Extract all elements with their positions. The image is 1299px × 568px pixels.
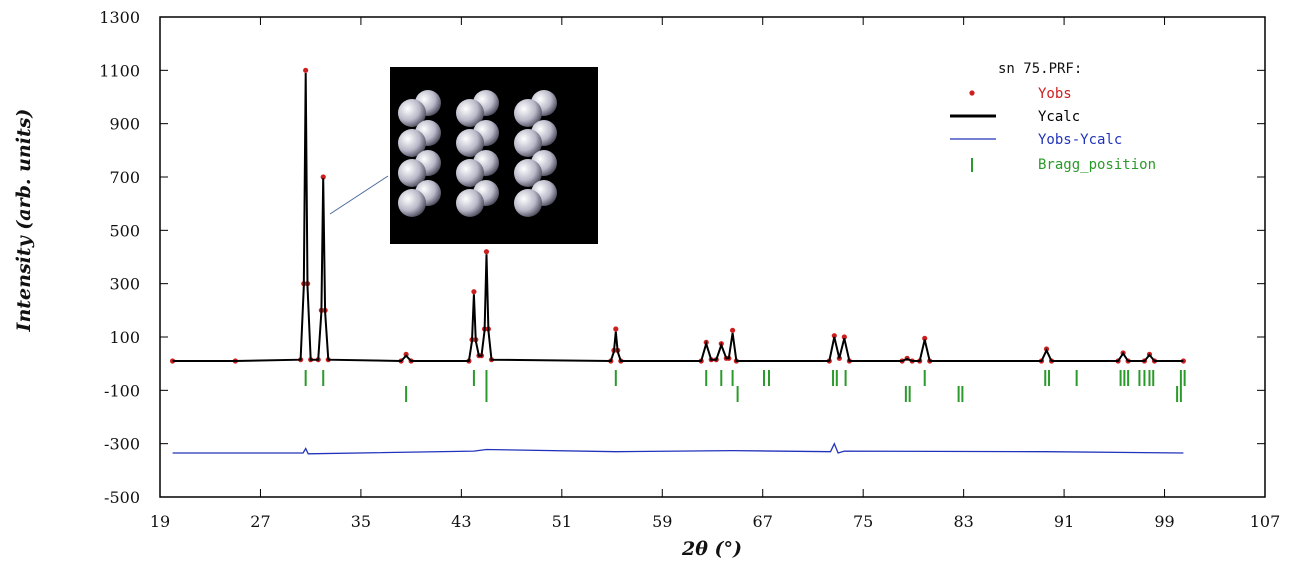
obs-point	[169, 358, 176, 364]
x-tick-label: 83	[953, 512, 973, 531]
obs-point	[320, 174, 326, 180]
y-tick-label: 100	[109, 328, 140, 347]
inset-pointer	[329, 175, 389, 215]
x-tick-label: 67	[753, 512, 773, 531]
legend-label: Bragg_position	[1038, 157, 1156, 173]
obs-point	[471, 289, 477, 295]
series-line	[172, 72, 1184, 363]
atom	[514, 129, 542, 157]
obs-point	[613, 326, 619, 332]
x-tick-label: 35	[351, 512, 371, 531]
legend-swatch	[969, 90, 975, 96]
x-axis-label: 2θ (°)	[681, 538, 742, 560]
atom	[456, 129, 484, 157]
atom	[398, 159, 426, 187]
atom	[456, 99, 484, 127]
y-tick-label: -100	[104, 381, 140, 400]
atom	[398, 99, 426, 127]
y-tick-label: 500	[109, 221, 140, 240]
x-tick-label: 19	[150, 512, 170, 531]
x-tick-label: 43	[451, 512, 471, 531]
legend-label: Yobs	[1038, 86, 1072, 102]
y-tick-label: 900	[109, 115, 140, 134]
atom	[398, 189, 426, 217]
crystal-inset	[329, 67, 598, 244]
x-tick-label: 59	[652, 512, 672, 531]
x-tick-label: 91	[1054, 512, 1074, 531]
obs-point	[483, 249, 490, 255]
atom	[456, 159, 484, 187]
x-tick-label: 107	[1250, 512, 1281, 531]
y-tick-label: 700	[109, 168, 140, 187]
obs-point	[303, 67, 309, 73]
atom	[456, 189, 484, 217]
obs-point	[922, 335, 928, 341]
legend-label: Ycalc	[1038, 109, 1080, 125]
x-tick-label: 99	[1154, 512, 1174, 531]
x-tick-label: 51	[552, 512, 572, 531]
legend-title: sn 75.PRF:	[998, 61, 1082, 77]
obs-point	[831, 333, 837, 339]
legend: sn 75.PRF: Yobs Ycalc Yobs-Ycalc Bragg_posi…	[950, 61, 1156, 173]
atom	[514, 99, 542, 127]
y-tick-label: 1100	[99, 61, 140, 80]
y-axis-label: Intensity (arb. units)	[13, 109, 35, 333]
obs-point	[729, 327, 736, 333]
series-line	[172, 442, 1184, 455]
atom	[514, 189, 542, 217]
x-tick-label: 27	[250, 512, 270, 531]
y-tick-label: -300	[104, 435, 140, 454]
y-tick-label: 1300	[99, 8, 140, 27]
x-tick-label: 75	[853, 512, 873, 531]
plot-frame	[159, 16, 1266, 498]
atom	[514, 159, 542, 187]
y-tick-label: 300	[109, 275, 140, 294]
y-tick-label: -500	[104, 488, 140, 507]
legend-label: Yobs-Ycalc	[1038, 132, 1122, 148]
obs-point	[841, 334, 847, 340]
atom	[398, 129, 426, 157]
